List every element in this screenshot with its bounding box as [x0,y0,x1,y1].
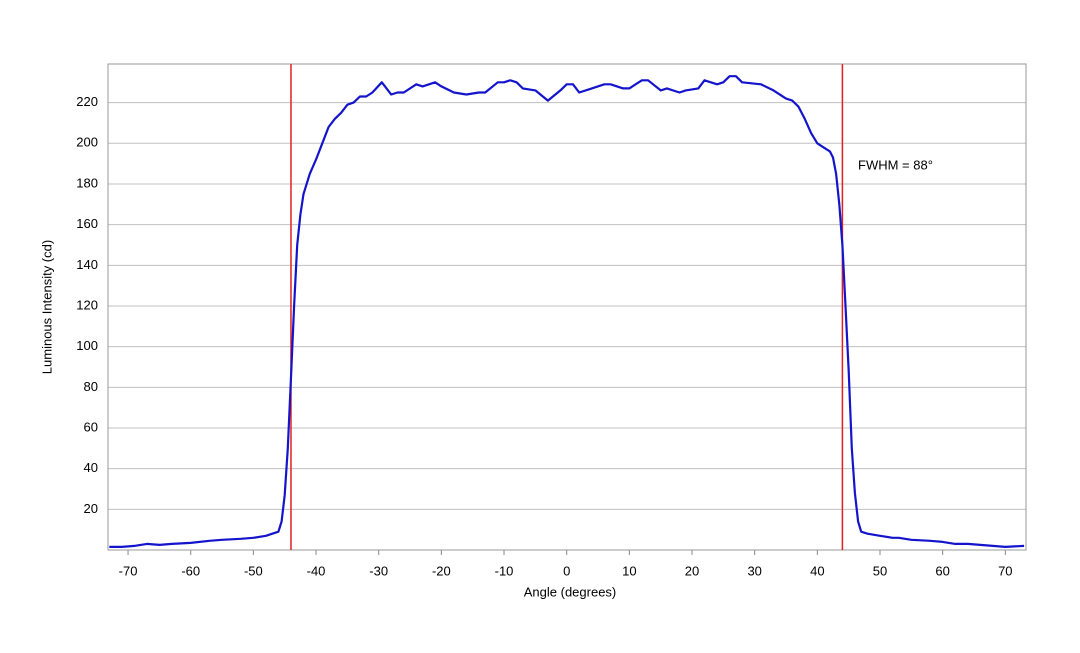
x-tick-label: -70 [119,563,138,578]
y-tick-label: 220 [76,94,98,109]
x-tick-label: -10 [495,563,514,578]
y-tick-label: 20 [84,501,98,516]
y-axis-label: Luminous Intensity (cd) [39,240,54,374]
y-tick-label: 200 [76,135,98,150]
x-axis-label: Angle (degrees) [524,584,617,599]
x-tick-label: 20 [685,563,699,578]
annotation: FWHM = 88° [858,157,933,172]
x-tick-label: 0 [563,563,570,578]
x-tick-label: -20 [432,563,451,578]
x-tick-label: 10 [622,563,636,578]
x-tick-label: 30 [747,563,761,578]
x-tick-label: 60 [935,563,949,578]
x-tick-label: 40 [810,563,824,578]
y-tick-label: 80 [84,379,98,394]
x-tick-label: -40 [307,563,326,578]
plot-border [107,63,1027,551]
y-tick-label: 180 [76,175,98,190]
y-tick-label: 120 [76,297,98,312]
y-tick-label: 100 [76,338,98,353]
data-line [109,75,1025,548]
y-tick-label: 140 [76,257,98,272]
x-tick-label: -50 [244,563,263,578]
y-tick-label: 160 [76,216,98,231]
x-tick-label: -60 [181,563,200,578]
x-tick-label: 50 [873,563,887,578]
x-tick-label: -30 [369,563,388,578]
x-tick-label: 70 [998,563,1012,578]
y-tick-label: 60 [84,419,98,434]
y-tick-label: 40 [84,460,98,475]
